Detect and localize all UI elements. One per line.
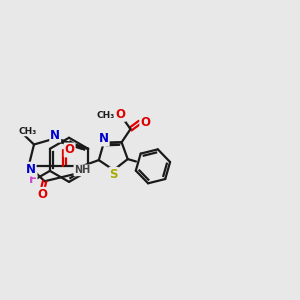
- Text: CH₃: CH₃: [96, 111, 114, 120]
- Text: N: N: [99, 133, 109, 146]
- Text: S: S: [110, 168, 118, 181]
- Text: O: O: [140, 116, 150, 129]
- Text: O: O: [65, 143, 75, 157]
- Text: N: N: [50, 129, 60, 142]
- Text: F: F: [28, 173, 37, 186]
- Text: CH₃: CH₃: [18, 127, 37, 136]
- Text: NH: NH: [74, 165, 91, 176]
- Text: N: N: [26, 163, 36, 176]
- Text: O: O: [115, 108, 125, 121]
- Text: O: O: [37, 188, 47, 201]
